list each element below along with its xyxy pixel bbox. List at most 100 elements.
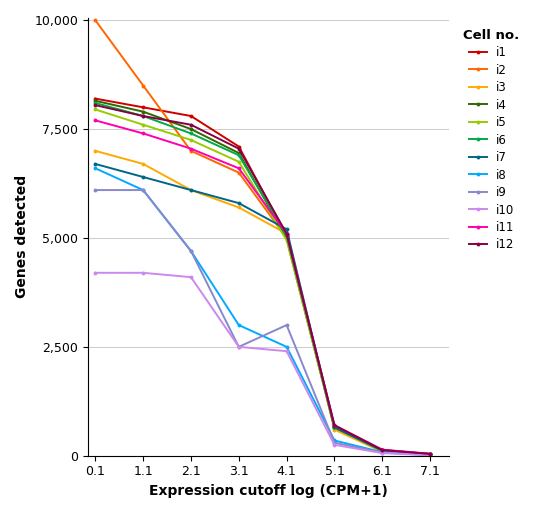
i12 [140,113,146,119]
i8 [235,322,242,328]
i8 [140,187,146,193]
i3 [140,161,146,167]
i5 [92,106,99,112]
i1 [188,113,194,119]
i1 [331,424,338,430]
i11 [427,451,433,457]
i9 [140,187,146,193]
i1 [92,95,99,102]
i8 [379,449,386,456]
Line: i1: i1 [93,96,432,456]
i11 [235,165,242,171]
i1 [235,144,242,150]
Line: i9: i9 [93,188,432,457]
i5 [188,137,194,143]
Y-axis label: Genes detected: Genes detected [15,175,29,299]
i12 [284,230,290,236]
Line: i10: i10 [93,271,432,457]
i1 [427,451,433,457]
Line: i3: i3 [93,149,432,457]
i4 [235,150,242,156]
i8 [427,452,433,458]
i8 [92,165,99,171]
i4 [427,451,433,457]
i12 [235,146,242,152]
i3 [92,148,99,154]
i8 [188,248,194,254]
i10 [235,344,242,350]
Line: i8: i8 [93,166,432,457]
Line: i12: i12 [93,103,432,456]
i7 [379,447,386,453]
i3 [284,230,290,236]
i11 [140,130,146,136]
i9 [331,440,338,446]
i10 [379,450,386,456]
i12 [427,451,433,457]
i6 [235,152,242,159]
i1 [379,447,386,453]
i11 [379,446,386,452]
i7 [427,451,433,457]
i1 [284,233,290,239]
i2 [188,148,194,154]
i6 [284,233,290,239]
i9 [188,248,194,254]
Line: i2: i2 [93,18,432,457]
i7 [284,226,290,232]
i5 [235,159,242,165]
i12 [331,422,338,428]
Line: i4: i4 [93,99,432,456]
i6 [188,130,194,136]
i9 [427,452,433,458]
Line: i7: i7 [93,162,432,456]
i7 [235,200,242,206]
i11 [188,146,194,152]
i6 [427,451,433,457]
i1 [140,104,146,110]
i3 [331,426,338,432]
i4 [379,447,386,453]
i10 [427,452,433,458]
X-axis label: Expression cutoff log (CPM+1): Expression cutoff log (CPM+1) [149,484,388,498]
i9 [235,344,242,350]
i10 [284,348,290,354]
i5 [284,237,290,243]
i2 [379,448,386,455]
i2 [427,451,433,458]
i3 [379,449,386,455]
i7 [92,161,99,167]
i4 [284,235,290,241]
Line: i11: i11 [93,119,432,456]
i9 [379,449,386,456]
i3 [188,187,194,193]
i10 [92,270,99,276]
i2 [331,424,338,430]
i10 [140,270,146,276]
i6 [331,424,338,430]
i3 [427,452,433,458]
i4 [140,109,146,115]
i9 [92,187,99,193]
i7 [140,174,146,180]
i4 [188,126,194,132]
i11 [92,117,99,124]
i2 [284,235,290,241]
Legend: i1, i2, i3, i4, i5, i6, i7, i8, i9, i10, i11, i12: i1, i2, i3, i4, i5, i6, i7, i8, i9, i10,… [459,24,524,256]
i6 [92,100,99,106]
Line: i5: i5 [93,108,432,456]
i3 [235,204,242,210]
i5 [331,425,338,431]
i12 [92,102,99,108]
i5 [140,122,146,128]
i2 [140,83,146,89]
i7 [188,187,194,193]
i6 [379,448,386,454]
i5 [379,448,386,454]
i12 [188,122,194,128]
i8 [331,438,338,444]
i12 [379,447,386,453]
i9 [284,322,290,328]
i4 [92,97,99,104]
i11 [331,422,338,428]
